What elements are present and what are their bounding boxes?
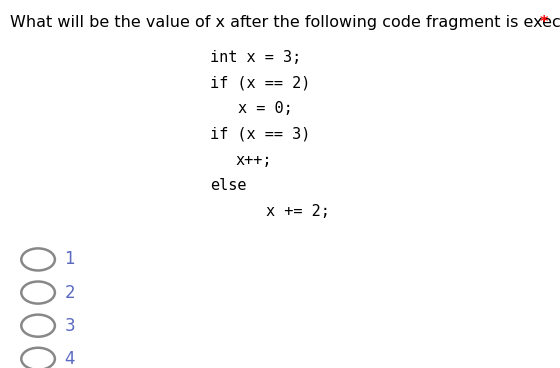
- Text: if (x == 2): if (x == 2): [210, 75, 310, 90]
- Text: else: else: [210, 178, 246, 193]
- Text: 2: 2: [64, 284, 75, 301]
- Text: x = 0;: x = 0;: [238, 101, 293, 116]
- Text: *: *: [540, 15, 548, 31]
- Text: 4: 4: [64, 350, 75, 368]
- Text: 3: 3: [64, 317, 75, 335]
- Text: x++;: x++;: [235, 153, 272, 167]
- Text: x += 2;: x += 2;: [266, 204, 330, 219]
- Text: int x = 3;: int x = 3;: [210, 50, 301, 64]
- Text: if (x == 3): if (x == 3): [210, 127, 310, 142]
- Text: What will be the value of x after the following code fragment is executed?: What will be the value of x after the fo…: [10, 15, 560, 31]
- Text: 1: 1: [64, 251, 75, 268]
